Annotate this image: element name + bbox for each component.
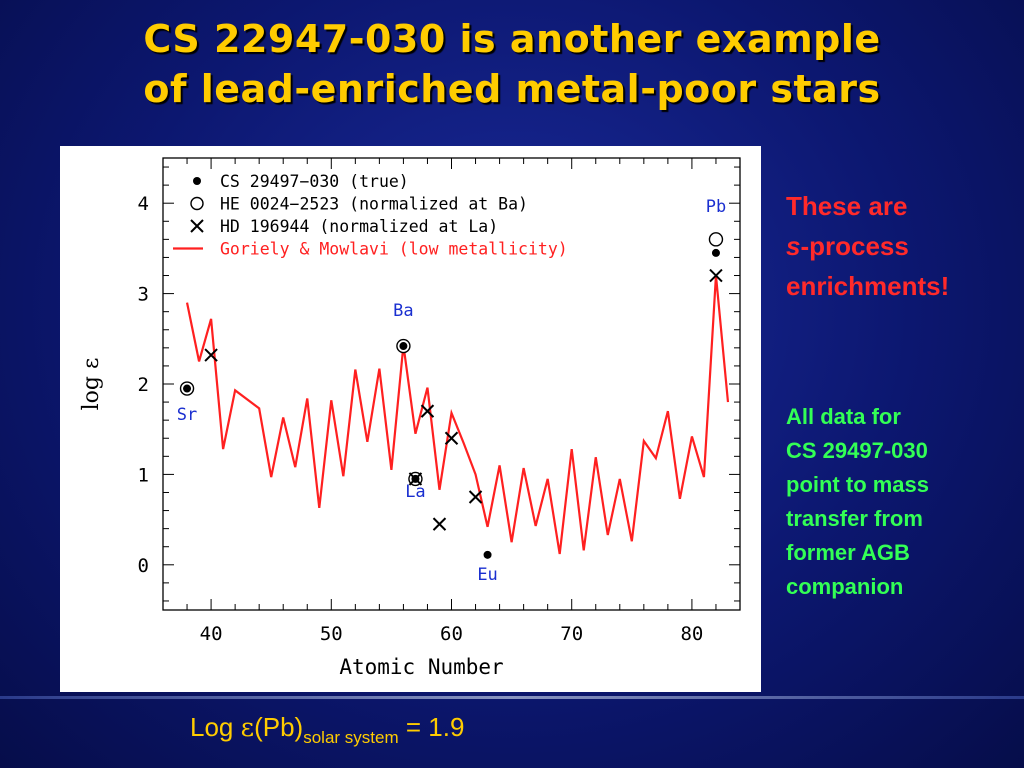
formula-element: (Pb)	[254, 712, 304, 742]
y-axis-label: log ε	[79, 358, 104, 411]
bottom-divider	[0, 696, 1024, 699]
element-label: Ba	[393, 301, 413, 321]
title-line-1: CS 22947-030 is another example	[143, 17, 881, 61]
note-green-line: All data for	[786, 404, 901, 429]
element-label: Sr	[177, 405, 197, 425]
legend-entry: CS 29497−030 (true)	[220, 172, 409, 191]
agb-note: All data for CS 29497-030 point to mass …	[786, 400, 1016, 604]
note-green-line: point to mass	[786, 472, 930, 497]
legend-entry: Goriely & Mowlavi (low metallicity)	[220, 240, 568, 259]
cross-marker	[709, 268, 723, 283]
cross-marker	[468, 490, 483, 504]
note-green-line: transfer from	[786, 506, 923, 531]
formula-subscript: solar system	[303, 728, 399, 747]
legend-marker	[193, 177, 201, 185]
legend-marker	[190, 196, 204, 211]
y-tick-label: 4	[138, 193, 149, 215]
abundance-chart-svg: 40 50 60 70 80 0 1 2 3 4 Atomic Number log ε Sr Ba La E…	[79, 157, 741, 679]
formula-equals: = 1.9	[398, 712, 465, 742]
cross-marker	[444, 431, 459, 445]
model-line	[185, 275, 730, 555]
legend-entry: HD 196944 (normalized at La)	[220, 217, 498, 236]
cross-marker	[420, 404, 435, 418]
x-axis-label: Atomic Number	[339, 655, 503, 679]
formula-epsilon: ε	[240, 713, 255, 743]
element-label: Eu	[477, 565, 497, 585]
cross-marker	[408, 472, 423, 486]
x-tick-label: 70	[560, 623, 583, 645]
element-label: Pb	[706, 197, 726, 217]
x-tick-label: 60	[440, 623, 463, 645]
y-tick-label: 1	[138, 464, 149, 486]
note-red-line-2: -process	[800, 231, 909, 261]
filled-circle-marker	[711, 248, 720, 257]
note-red-line-1: These are	[786, 191, 908, 221]
x-tick-label: 50	[320, 623, 343, 645]
x-tick-label: 80	[680, 623, 703, 645]
note-green-line: CS 29497-030	[786, 438, 928, 463]
y-tick-label: 3	[138, 284, 149, 306]
slide-title: CS 22947-030 is another example of lead-…	[0, 14, 1024, 114]
y-tick-label: 0	[138, 555, 149, 577]
note-red-line-3: enrichments!	[786, 271, 950, 301]
title-line-2: of lead-enriched metal-poor stars	[143, 67, 881, 111]
filled-circle-marker	[183, 384, 192, 393]
cross-marker	[204, 348, 218, 362]
legend-marker	[190, 219, 204, 233]
s-process-note: These are s-process enrichments!	[786, 186, 1016, 306]
filled-circle-marker	[399, 342, 408, 351]
filled-circle-marker	[483, 550, 492, 559]
abundance-plot: 40 50 60 70 80 0 1 2 3 4 Atomic Number log ε Sr Ba La E…	[60, 146, 761, 692]
solar-lead-formula: Log ε(Pb)solar system = 1.9	[190, 712, 464, 748]
note-red-italic-s: s	[786, 231, 801, 261]
open-circle-marker	[708, 232, 724, 247]
note-green-line: former AGB	[786, 540, 910, 565]
cross-marker	[432, 517, 447, 531]
legend-entry: HE 0024−2523 (normalized at Ba)	[220, 195, 528, 214]
x-tick-label: 40	[200, 623, 223, 645]
y-tick-label: 2	[138, 374, 149, 396]
formula-prefix: Log	[190, 712, 241, 742]
element-label: La	[405, 482, 425, 502]
note-green-line: companion	[786, 574, 904, 599]
